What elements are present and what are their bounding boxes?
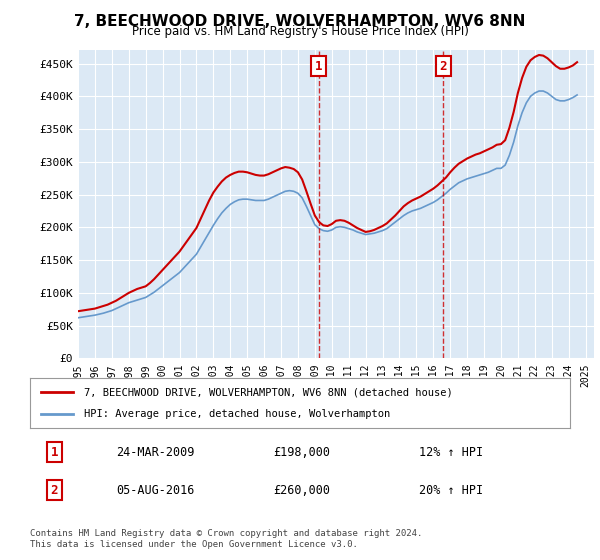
Text: 1: 1 [315, 60, 322, 73]
Text: Price paid vs. HM Land Registry's House Price Index (HPI): Price paid vs. HM Land Registry's House … [131, 25, 469, 38]
Text: 20% ↑ HPI: 20% ↑ HPI [419, 483, 483, 497]
Text: 24-MAR-2009: 24-MAR-2009 [116, 446, 195, 459]
Text: HPI: Average price, detached house, Wolverhampton: HPI: Average price, detached house, Wolv… [84, 409, 390, 419]
Text: 7, BEECHWOOD DRIVE, WOLVERHAMPTON, WV6 8NN (detached house): 7, BEECHWOOD DRIVE, WOLVERHAMPTON, WV6 8… [84, 387, 453, 397]
Text: 05-AUG-2016: 05-AUG-2016 [116, 483, 195, 497]
Text: 12% ↑ HPI: 12% ↑ HPI [419, 446, 483, 459]
Text: £260,000: £260,000 [273, 483, 330, 497]
Text: 1: 1 [50, 446, 58, 459]
Text: £198,000: £198,000 [273, 446, 330, 459]
Text: 7, BEECHWOOD DRIVE, WOLVERHAMPTON, WV6 8NN: 7, BEECHWOOD DRIVE, WOLVERHAMPTON, WV6 8… [74, 14, 526, 29]
Text: Contains HM Land Registry data © Crown copyright and database right 2024.
This d: Contains HM Land Registry data © Crown c… [30, 529, 422, 549]
Text: 2: 2 [50, 483, 58, 497]
Text: 2: 2 [440, 60, 447, 73]
